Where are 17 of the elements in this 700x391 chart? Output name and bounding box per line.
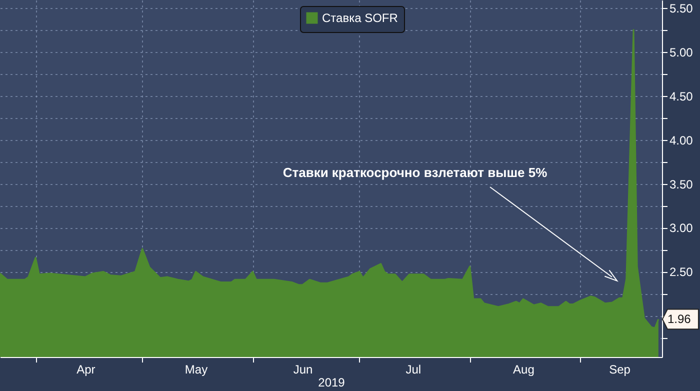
x-tick-label: Aug	[513, 362, 534, 376]
x-axis-title: 2019	[318, 376, 346, 390]
y-tick-label: 5.50	[670, 1, 694, 16]
y-tick-label: 2.50	[670, 265, 694, 280]
data-label: 1.96	[667, 312, 692, 326]
x-tick-label: Apr	[76, 362, 96, 376]
y-tick-label: 4.50	[670, 89, 694, 104]
legend-label: Ставка SOFR	[322, 11, 398, 25]
x-tick-label: Sep	[609, 362, 631, 376]
y-tick-label: 3.00	[670, 221, 694, 236]
y-tick-label: 4.00	[670, 133, 694, 148]
y-tick-label: 5.00	[670, 45, 694, 60]
x-tick-label: May	[184, 362, 208, 376]
x-tick-label: Jul	[406, 362, 422, 376]
annotation: Ставки краткосрочно взлетают выше 5%	[282, 165, 548, 180]
y-tick-label: 3.50	[670, 177, 694, 192]
x-tick-label: Jun	[293, 362, 313, 376]
